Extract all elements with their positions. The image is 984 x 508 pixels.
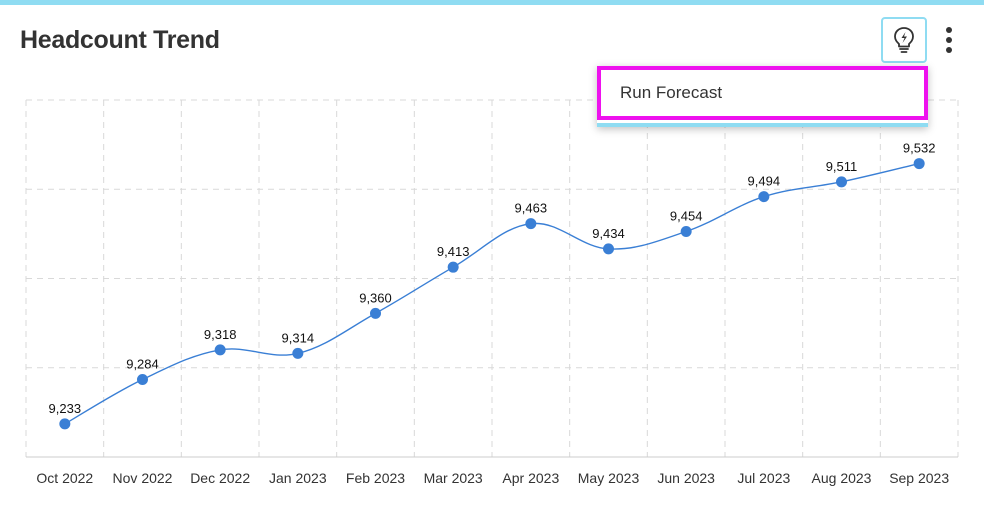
data-label: 9,360	[359, 290, 392, 305]
data-label: 9,434	[592, 226, 625, 241]
data-point	[680, 225, 692, 237]
data-label: 9,318	[204, 327, 237, 342]
x-tick-label: Jun 2023	[657, 470, 715, 486]
x-tick-label: Jan 2023	[269, 470, 327, 486]
data-labels: 9,233 9,284 9,318 9,314 9,360 9,413 9,463 9,434…	[49, 141, 936, 416]
data-label: 9,413	[437, 244, 470, 259]
actions-dropdown: Run Forecast	[597, 66, 928, 127]
data-points	[59, 158, 925, 430]
data-point	[603, 243, 614, 255]
x-tick-label: Dec 2022	[190, 470, 250, 486]
data-label: 9,284	[126, 357, 159, 372]
insight-button[interactable]	[881, 17, 927, 63]
data-label: 9,314	[282, 330, 315, 345]
data-point	[370, 307, 381, 319]
x-tick-label: Aug 2023	[812, 470, 872, 486]
data-label: 9,494	[748, 174, 781, 189]
data-label: 9,454	[670, 208, 703, 223]
data-label: 9,511	[826, 159, 858, 174]
data-point	[59, 418, 71, 430]
page-title: Headcount Trend	[20, 26, 220, 54]
more-vertical-icon-dot	[946, 47, 952, 53]
x-tick-label: Nov 2022	[113, 470, 173, 486]
data-point	[214, 344, 226, 356]
lightbulb-icon	[894, 27, 914, 53]
x-tick-label: Mar 2023	[424, 470, 483, 486]
chart-grid	[25, 99, 959, 458]
more-vertical-icon-dot	[946, 27, 952, 33]
data-point	[137, 374, 148, 386]
data-point	[913, 158, 925, 170]
more-vertical-icon-dot	[946, 37, 952, 43]
x-tick-label: May 2023	[578, 470, 640, 486]
x-tick-label: Sep 2023	[889, 470, 949, 486]
menu-item-run-forecast[interactable]: Run Forecast	[597, 66, 928, 120]
data-point	[292, 347, 304, 359]
x-tick-label: Jul 2023	[737, 470, 790, 486]
data-point	[447, 261, 459, 273]
more-options-button[interactable]	[938, 22, 960, 58]
data-point	[525, 218, 537, 230]
x-tick-label: Apr 2023	[502, 470, 559, 486]
data-label: 9,233	[49, 401, 82, 416]
data-point	[836, 176, 847, 188]
data-label: 9,463	[515, 201, 548, 216]
x-axis-tick-labels: Oct 2022 Nov 2022 Dec 2022 Jan 2023 Feb 2023…	[36, 470, 949, 486]
top-accent-bar	[0, 0, 984, 5]
x-tick-label: Oct 2022	[36, 470, 93, 486]
data-label: 9,532	[903, 141, 936, 156]
x-tick-label: Feb 2023	[346, 470, 405, 486]
data-point	[758, 191, 770, 203]
